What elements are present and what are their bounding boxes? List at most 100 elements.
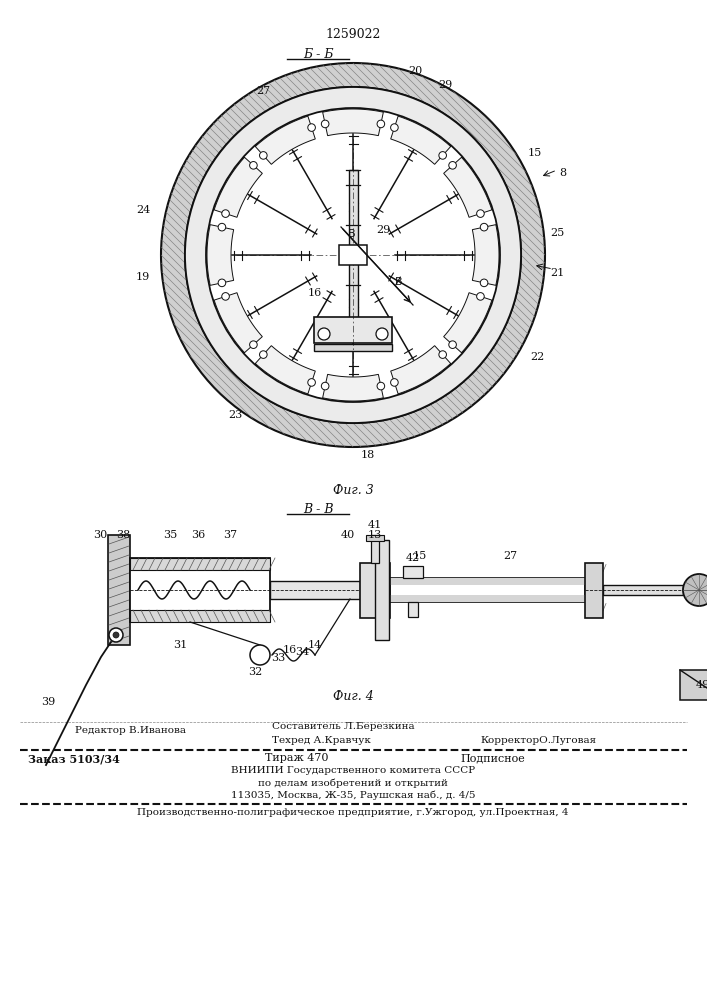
- Circle shape: [109, 628, 123, 642]
- Circle shape: [308, 124, 315, 131]
- Text: 36: 36: [191, 530, 205, 540]
- Bar: [314, 344, 392, 351]
- Circle shape: [318, 328, 330, 340]
- Text: Фиг. 3: Фиг. 3: [332, 484, 373, 497]
- Text: по делам изобретений и открытий: по делам изобретений и открытий: [258, 778, 448, 788]
- Text: ВНИИПИ Государственного комитета СССР: ВНИИПИ Государственного комитета СССР: [231, 766, 475, 775]
- Text: Подписное: Подписное: [460, 753, 525, 763]
- Text: 27: 27: [503, 551, 517, 561]
- Text: 38: 38: [116, 530, 130, 540]
- Circle shape: [439, 351, 446, 358]
- Text: Заказ 5103/34: Заказ 5103/34: [28, 753, 120, 764]
- Polygon shape: [255, 346, 315, 394]
- Polygon shape: [207, 225, 234, 285]
- Text: 39: 39: [41, 697, 55, 707]
- Polygon shape: [391, 346, 450, 394]
- Text: 15: 15: [413, 551, 427, 561]
- Polygon shape: [214, 293, 262, 353]
- Circle shape: [477, 293, 484, 300]
- Text: 29: 29: [438, 80, 452, 90]
- Circle shape: [480, 223, 488, 231]
- Text: Производственно-полиграфическое предприятие, г.Ужгород, ул.Проектная, 4: Производственно-полиграфическое предприя…: [137, 808, 568, 817]
- Circle shape: [218, 279, 226, 287]
- Text: 13: 13: [368, 530, 382, 540]
- Circle shape: [250, 162, 257, 169]
- Bar: [603, 585, 683, 595]
- Text: 31: 31: [173, 640, 187, 650]
- Text: 20: 20: [408, 66, 422, 76]
- Circle shape: [250, 341, 257, 348]
- Bar: [339, 245, 367, 265]
- Text: В: В: [348, 229, 356, 239]
- Text: 42: 42: [406, 553, 420, 563]
- Bar: [390, 595, 585, 602]
- Text: 25: 25: [550, 228, 564, 238]
- Text: 34: 34: [295, 647, 309, 657]
- Circle shape: [113, 632, 119, 638]
- Bar: [585, 562, 603, 617]
- Text: Составитель Л.Березкина: Составитель Л.Березкина: [272, 722, 414, 731]
- Polygon shape: [472, 225, 499, 285]
- Text: Техред А.Кравчук: Техред А.Кравчук: [272, 736, 371, 745]
- Polygon shape: [322, 109, 383, 136]
- Circle shape: [259, 152, 267, 159]
- Circle shape: [439, 152, 446, 159]
- Circle shape: [322, 120, 329, 128]
- Circle shape: [222, 293, 229, 300]
- Text: 27: 27: [256, 86, 270, 96]
- Circle shape: [322, 382, 329, 390]
- Circle shape: [449, 341, 457, 348]
- Text: В: В: [395, 277, 402, 287]
- Text: 22: 22: [530, 352, 544, 362]
- Text: 40: 40: [341, 530, 355, 540]
- Bar: [390, 578, 585, 602]
- Text: 113035, Москва, Ж-35, Раушская наб., д. 4/5: 113035, Москва, Ж-35, Раушская наб., д. …: [230, 790, 475, 800]
- Circle shape: [480, 279, 488, 287]
- Text: 8: 8: [559, 168, 566, 178]
- Text: 37: 37: [223, 530, 237, 540]
- Bar: [130, 558, 270, 622]
- Text: 33: 33: [271, 653, 285, 663]
- Bar: [408, 602, 418, 617]
- Bar: [349, 170, 358, 340]
- Polygon shape: [214, 157, 262, 217]
- Polygon shape: [444, 157, 492, 217]
- Text: 15: 15: [528, 148, 542, 158]
- Text: Фиг. 4: Фиг. 4: [332, 690, 373, 703]
- Circle shape: [390, 379, 398, 386]
- Bar: [130, 558, 270, 570]
- Text: В - В: В - В: [303, 503, 333, 516]
- Circle shape: [308, 379, 315, 386]
- Polygon shape: [391, 116, 450, 164]
- Polygon shape: [444, 293, 492, 353]
- Text: 19: 19: [136, 272, 150, 282]
- Circle shape: [250, 645, 270, 665]
- Text: 23: 23: [228, 410, 242, 420]
- Text: 18: 18: [361, 450, 375, 460]
- Circle shape: [222, 210, 229, 217]
- Circle shape: [161, 63, 545, 447]
- Bar: [390, 578, 585, 585]
- Text: 24: 24: [136, 205, 150, 215]
- Bar: [680, 670, 707, 700]
- Circle shape: [218, 223, 226, 231]
- Circle shape: [390, 124, 398, 131]
- Text: 30: 30: [93, 530, 107, 540]
- Circle shape: [185, 87, 521, 423]
- Text: 21: 21: [550, 268, 564, 278]
- Circle shape: [477, 210, 484, 217]
- Bar: [314, 317, 392, 343]
- Bar: [375, 540, 389, 640]
- Text: КорректорО.Луговая: КорректорО.Луговая: [480, 736, 596, 745]
- Text: 32: 32: [248, 667, 262, 677]
- Circle shape: [206, 108, 500, 402]
- Bar: [270, 581, 360, 599]
- Text: 29: 29: [376, 225, 390, 235]
- Polygon shape: [322, 374, 383, 401]
- Circle shape: [377, 382, 385, 390]
- Circle shape: [377, 120, 385, 128]
- Circle shape: [185, 87, 521, 423]
- Text: Тираж 470: Тираж 470: [265, 753, 329, 763]
- Bar: [366, 534, 384, 540]
- Circle shape: [259, 351, 267, 358]
